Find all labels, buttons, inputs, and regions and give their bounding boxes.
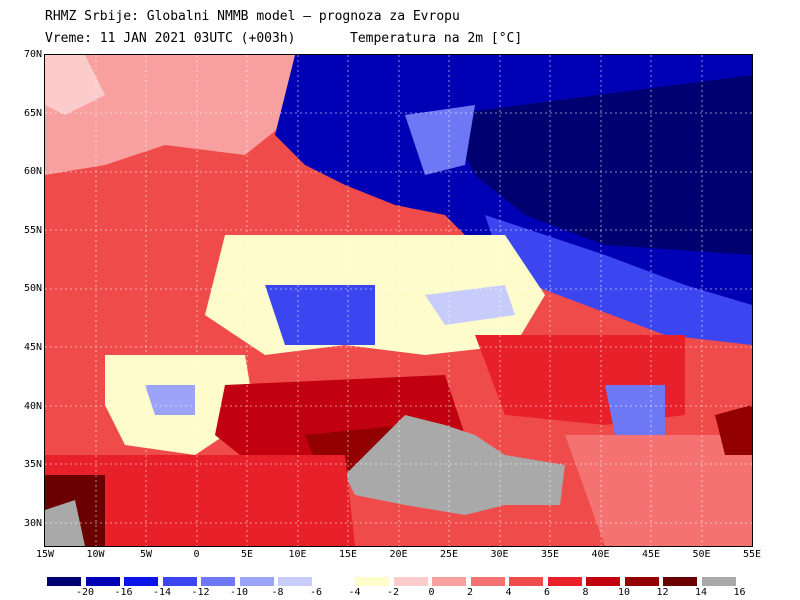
- legend-swatch: [701, 577, 736, 586]
- legend-swatch: [586, 577, 620, 586]
- lon-label: 55E: [742, 549, 762, 560]
- legend-swatch: [162, 577, 197, 586]
- lon-label: 35E: [540, 549, 560, 560]
- lon-label: 10E: [288, 549, 307, 560]
- caucasus-cold: [605, 385, 665, 445]
- legend-swatch: [201, 577, 235, 586]
- caspian-warm: [715, 405, 752, 455]
- lon-label: 45E: [641, 549, 661, 560]
- lon-label: 15E: [338, 549, 358, 560]
- graticule: [45, 55, 752, 546]
- lon-label: 10W: [86, 549, 105, 560]
- legend-swatch: [470, 577, 505, 586]
- lon-label: 20E: [389, 549, 408, 560]
- greenland-sea: [45, 55, 105, 115]
- legend-swatch: [85, 577, 120, 586]
- lat-label: 40N: [23, 400, 42, 412]
- legend-label: -12: [191, 587, 210, 598]
- legend-swatch: [509, 577, 543, 586]
- legend-swatch: [316, 577, 351, 586]
- temperature-map: [44, 54, 753, 547]
- lon-label: 30E: [490, 549, 509, 560]
- lat-label: 70N: [23, 49, 42, 60]
- lat-label: 45N: [23, 342, 42, 353]
- iberia-cool: [145, 385, 195, 415]
- east-med-mask: [345, 415, 565, 515]
- legend-label: -14: [152, 587, 172, 598]
- france-cold: [265, 285, 375, 345]
- middle-east: [565, 435, 752, 546]
- poland-cool: [425, 285, 515, 325]
- lat-label: 30N: [23, 517, 42, 529]
- legend-label: -10: [229, 587, 249, 598]
- legend-label: 2: [466, 587, 474, 598]
- legend-swatch: [47, 577, 81, 586]
- lat-label: 50N: [23, 283, 42, 295]
- legend-swatch: [547, 577, 582, 586]
- valid-time: Vreme: 11 JAN 2021 03UTC (+003h): [45, 31, 296, 46]
- lon-label: 5E: [240, 549, 254, 560]
- lon-label: 25E: [439, 549, 459, 560]
- lon-label: 0: [193, 549, 200, 560]
- lat-label: 55N: [23, 224, 42, 236]
- legend-swatch: [663, 577, 697, 586]
- legend-swatch: [355, 577, 389, 586]
- legend-label: 4: [505, 587, 512, 598]
- deep-cold: [445, 75, 752, 255]
- baltic-cool: [405, 105, 475, 175]
- title-line: RHMZ Srbije: Globalni NMMB model — progn…: [45, 9, 460, 24]
- legend-label: 8: [582, 587, 589, 598]
- legend-label: -8: [271, 587, 284, 598]
- map-canvas: [45, 55, 752, 546]
- legend-label: -2: [386, 587, 400, 598]
- legend-label: 0: [428, 587, 435, 598]
- legend-label: -20: [75, 587, 95, 598]
- legend-label: -16: [114, 587, 133, 598]
- ukraine-cold: [485, 215, 752, 345]
- atlantic-north: [45, 55, 305, 175]
- legend-label: 6: [543, 587, 551, 598]
- lat-label: 60N: [23, 166, 42, 178]
- legend-label: 12: [656, 587, 669, 598]
- legend-swatch: [432, 577, 466, 586]
- field-name: Temperatura na 2m [°C]: [350, 31, 523, 46]
- lon-label: 50E: [692, 549, 711, 560]
- legend-label: 16: [733, 587, 746, 598]
- legend-swatch: [393, 577, 428, 586]
- lat-label: 35N: [23, 459, 42, 471]
- legend-swatch: [278, 577, 312, 586]
- lon-label: 15W: [35, 549, 55, 560]
- lon-label: 40E: [591, 549, 610, 560]
- lon-label: 5W: [139, 549, 153, 560]
- lat-label: 65N: [23, 107, 42, 119]
- legend-swatch: [624, 577, 659, 586]
- legend-swatch: [239, 577, 274, 586]
- legend-label: -6: [309, 587, 323, 598]
- north-africa: [45, 455, 355, 546]
- legend-label: 10: [617, 587, 631, 598]
- legend-swatch: [124, 577, 158, 586]
- legend-label: -4: [348, 587, 361, 598]
- legend-label: 14: [694, 587, 708, 598]
